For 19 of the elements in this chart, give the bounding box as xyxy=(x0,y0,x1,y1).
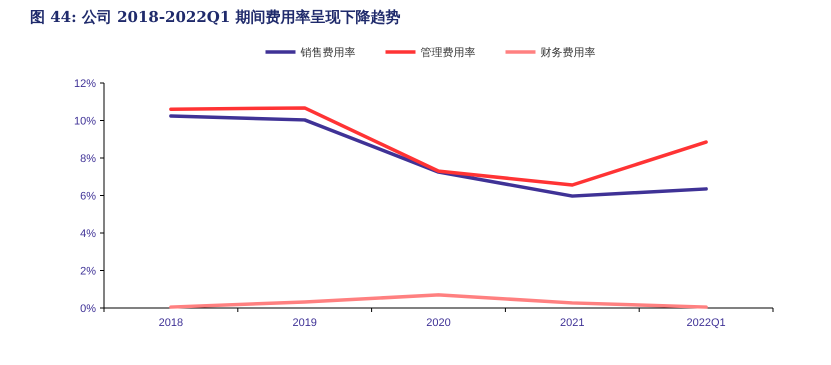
y-tick-label: 4% xyxy=(80,228,96,240)
line-series xyxy=(169,114,708,198)
line-series xyxy=(169,106,708,187)
x-tick-label: 2021 xyxy=(560,317,585,329)
y-tick-label: 12% xyxy=(74,78,96,90)
legend-label: 管理费用率 xyxy=(420,46,476,59)
y-tick-label: 10% xyxy=(74,115,96,128)
x-tick-label: 2018 xyxy=(158,317,184,329)
y-tick-label: 8% xyxy=(80,152,96,165)
y-tick-label: 0% xyxy=(80,302,96,315)
y-tick-label: 6% xyxy=(80,190,96,202)
legend-label: 销售费用率 xyxy=(300,46,356,59)
line-series xyxy=(169,293,708,309)
legend-label: 财务费用率 xyxy=(540,46,596,59)
y-tick-label: 2% xyxy=(80,265,96,278)
x-tick-label: 2019 xyxy=(292,317,317,329)
x-tick-label: 2022Q1 xyxy=(686,317,726,329)
x-tick-label: 2020 xyxy=(426,317,451,329)
chart-title: 图 44: 公司 2018-2022Q1 期间费用率呈现下降趋势 xyxy=(30,8,401,26)
